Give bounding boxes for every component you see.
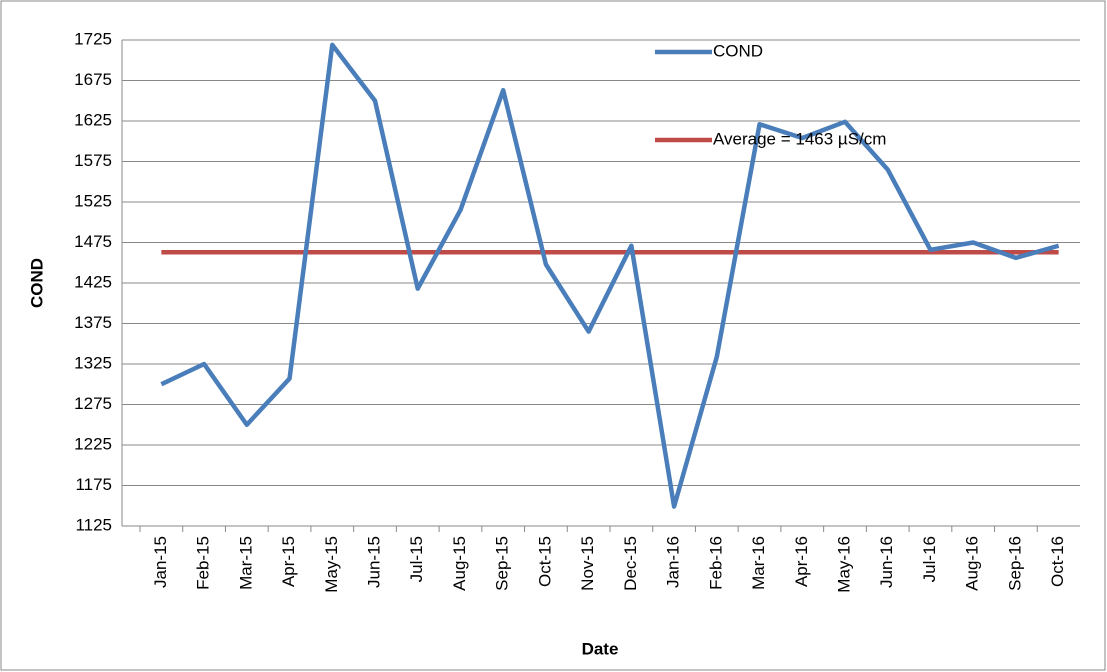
y-tick-label: 1475 — [74, 232, 112, 251]
y-tick-label: 1325 — [74, 353, 112, 372]
y-tick-label: 1425 — [74, 272, 112, 291]
x-tick-label: Feb-16 — [706, 536, 725, 590]
x-tick-label: Jul-16 — [920, 536, 939, 582]
x-tick-label: Oct-16 — [1048, 536, 1067, 587]
legend-label: COND — [713, 41, 763, 60]
x-tick-label: Feb-15 — [194, 536, 213, 590]
x-tick-label: Sep-15 — [493, 536, 512, 591]
x-tick-label: Dec-15 — [621, 536, 640, 591]
y-tick-label: 1275 — [74, 394, 112, 413]
x-tick-label: Sep-16 — [1005, 536, 1024, 591]
y-tick-label: 1625 — [74, 110, 112, 129]
y-tick-label: 1725 — [74, 29, 112, 48]
y-tick-label: 1125 — [75, 515, 112, 534]
y-tick-label: 1225 — [74, 434, 112, 453]
y-tick-label: 1575 — [74, 151, 112, 170]
y-axis-title: COND — [27, 258, 46, 308]
x-tick-label: Jan-15 — [151, 536, 170, 588]
legend-label: Average = 1463 µS/cm — [713, 129, 886, 148]
x-tick-label: Jun-16 — [877, 536, 896, 588]
x-tick-label: Oct-15 — [535, 536, 554, 587]
x-tick-label: Mar-16 — [749, 536, 768, 590]
y-tick-label: 1175 — [75, 475, 112, 494]
y-tick-label: 1525 — [74, 191, 112, 210]
y-tick-label: 1375 — [74, 313, 112, 332]
x-tick-label: May-16 — [834, 536, 853, 593]
x-tick-label: Aug-16 — [963, 536, 982, 591]
x-tick-label: Nov-15 — [578, 536, 597, 591]
x-tick-label: Jan-16 — [664, 536, 683, 588]
x-tick-label: May-15 — [322, 536, 341, 593]
x-tick-label: Mar-15 — [236, 536, 255, 590]
x-tick-label: Aug-15 — [450, 536, 469, 591]
x-tick-label: Jul-15 — [407, 536, 426, 582]
x-tick-label: Apr-16 — [792, 536, 811, 587]
x-axis-title: Date — [582, 639, 619, 658]
y-tick-label: 1675 — [74, 70, 112, 89]
series-line — [160, 42, 1060, 509]
x-tick-label: Apr-15 — [279, 536, 298, 587]
x-tick-label: Jun-15 — [364, 536, 383, 588]
